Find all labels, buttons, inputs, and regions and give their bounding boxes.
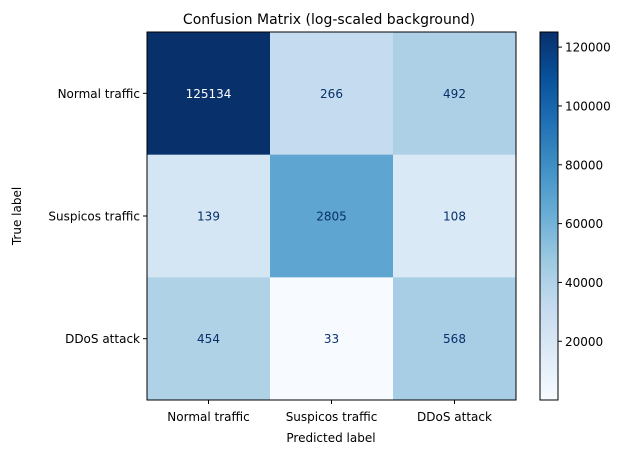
heatmap-cell [147, 32, 271, 156]
x-tick-label: DDoS attack [417, 410, 492, 424]
y-tick-label: Normal traffic [58, 87, 140, 101]
colorbar-tick-label: 80000 [565, 158, 603, 172]
x-axis-ticks: Normal traffic Suspicos traffic DDoS attac… [167, 400, 492, 424]
heatmap-cell [393, 154, 517, 278]
x-tick-label: Suspicos traffic [286, 410, 378, 424]
x-axis-label: Predicted label [286, 431, 375, 445]
x-tick-label: Normal traffic [167, 410, 249, 424]
cell-value-label: 108 [443, 210, 466, 224]
y-tick-label: DDoS attack [65, 332, 140, 346]
y-axis-label: True label [10, 187, 24, 246]
colorbar-ticks: 20000 40000 60000 80000 100000 120000 [558, 41, 611, 349]
cell-value-label: 568 [443, 332, 466, 346]
colorbar-tick-label: 20000 [565, 335, 603, 349]
cell-value-label: 266 [320, 87, 343, 101]
heatmap-cell-labels: 125134 266 492 139 2805 108 454 33 568 [186, 87, 466, 346]
heatmap-cells [147, 32, 517, 401]
colorbar-tick-label: 120000 [565, 41, 611, 55]
heatmap-cell [393, 32, 517, 156]
cell-value-label: 2805 [316, 210, 347, 224]
chart-title: Confusion Matrix (log-scaled background) [183, 12, 475, 28]
colorbar [539, 31, 559, 401]
cell-value-label: 492 [443, 87, 466, 101]
cell-value-label: 454 [197, 332, 220, 346]
y-axis-ticks: Normal traffic Suspicos traffic DDoS attac… [48, 87, 147, 346]
heatmap-cell [270, 154, 394, 278]
heatmap-cell [147, 154, 271, 278]
heatmap-cell [270, 277, 394, 401]
cell-value-label: 125134 [186, 87, 232, 101]
cell-value-label: 33 [324, 332, 339, 346]
heatmap-cell [393, 277, 517, 401]
colorbar-tick-label: 60000 [565, 217, 603, 231]
heatmap-cell [147, 277, 271, 401]
colorbar-tick-label: 40000 [565, 276, 603, 290]
cell-value-label: 139 [197, 210, 220, 224]
colorbar-tick-label: 100000 [565, 99, 611, 113]
y-tick-label: Suspicos traffic [48, 210, 140, 224]
heatmap-cell [270, 32, 394, 156]
